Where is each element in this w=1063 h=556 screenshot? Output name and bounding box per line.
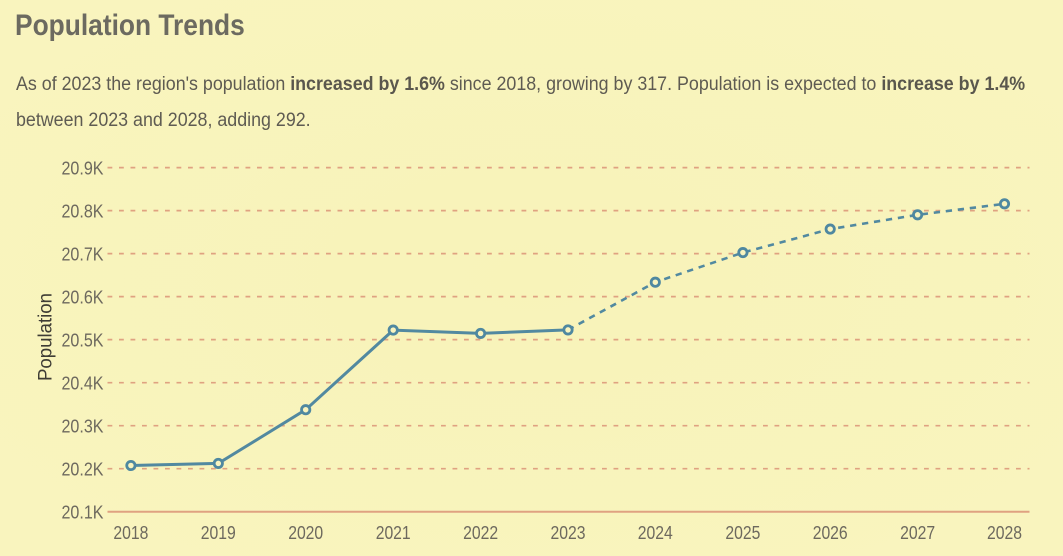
svg-text:2018: 2018 — [113, 523, 148, 543]
svg-text:2027: 2027 — [900, 523, 935, 543]
svg-text:20.1K: 20.1K — [62, 503, 104, 523]
svg-text:20.8K: 20.8K — [62, 201, 104, 221]
svg-text:2025: 2025 — [725, 523, 760, 543]
svg-text:2019: 2019 — [201, 523, 236, 543]
svg-text:2028: 2028 — [987, 523, 1022, 543]
svg-text:20.4K: 20.4K — [62, 374, 104, 394]
svg-text:2022: 2022 — [463, 523, 498, 543]
svg-text:20.9K: 20.9K — [62, 158, 104, 178]
svg-text:2020: 2020 — [288, 523, 323, 543]
svg-text:20.3K: 20.3K — [62, 417, 104, 437]
svg-text:2023: 2023 — [551, 523, 586, 543]
svg-text:20.7K: 20.7K — [62, 244, 104, 264]
svg-text:2026: 2026 — [813, 523, 848, 543]
svg-text:20.2K: 20.2K — [62, 460, 104, 480]
svg-text:20.6K: 20.6K — [62, 287, 104, 307]
svg-text:2024: 2024 — [638, 523, 673, 543]
svg-text:Population: Population — [36, 293, 57, 381]
svg-text:2021: 2021 — [376, 523, 411, 543]
svg-text:20.5K: 20.5K — [62, 330, 104, 350]
